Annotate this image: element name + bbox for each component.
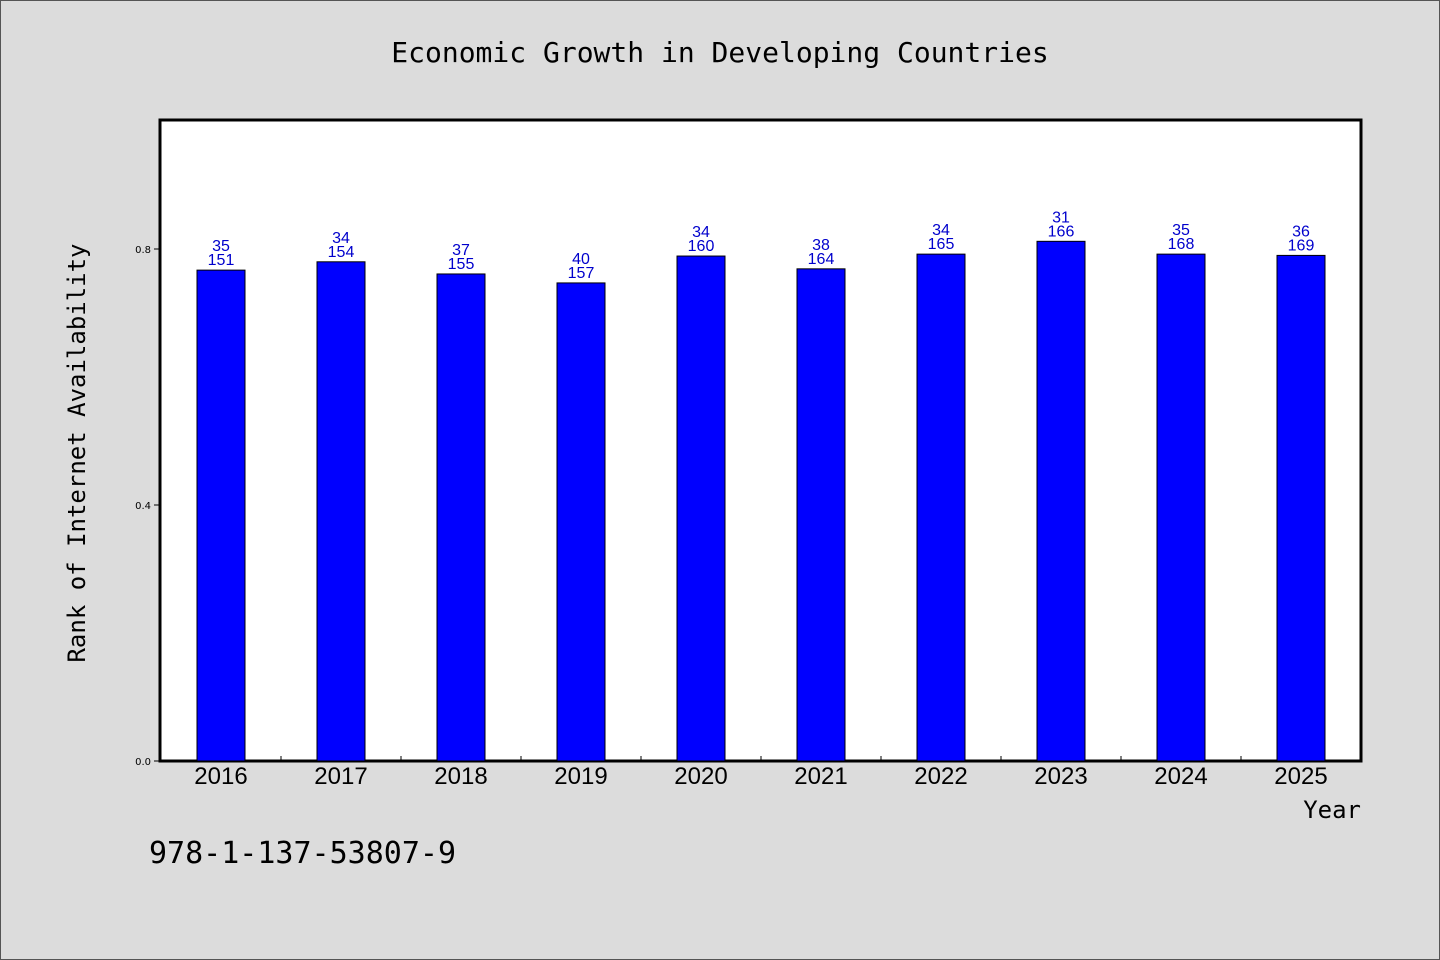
chart-title: Economic Growth in Developing Countries — [391, 36, 1048, 69]
data-label-bottom-2019: 157 — [568, 265, 595, 282]
isbn-footnote: 978-1-137-53807-9 — [149, 836, 456, 871]
x-tick-label-2019: 2019 — [554, 763, 607, 790]
data-label-bottom-2023: 166 — [1048, 223, 1075, 240]
data-label-top-2017: 34 — [332, 230, 350, 247]
x-tick-label-2016: 2016 — [194, 763, 247, 790]
data-label-top-2025: 36 — [1292, 223, 1310, 240]
bar-2019 — [556, 282, 606, 762]
bars-group — [196, 240, 1326, 762]
data-label-top-2021: 38 — [812, 237, 830, 254]
x-tick-label-2022: 2022 — [914, 763, 967, 790]
x-axis-label: Year — [1303, 796, 1361, 824]
x-tick-label-2021: 2021 — [794, 763, 847, 790]
y-tick-label-0.0: 0.0 — [135, 757, 151, 768]
x-tick-label-2023: 2023 — [1034, 763, 1087, 790]
y-axis-label: Rank of Internet Availability — [63, 243, 91, 662]
data-label-top-2019: 40 — [572, 251, 590, 268]
bar-2021 — [796, 268, 846, 762]
data-label-top-2018: 37 — [452, 242, 470, 259]
x-tick-label-2020: 2020 — [674, 763, 727, 790]
data-label-bottom-2020: 160 — [688, 238, 715, 255]
data-label-top-2016: 35 — [212, 238, 230, 255]
data-label-top-2024: 35 — [1172, 222, 1190, 239]
data-label-bottom-2018: 155 — [448, 256, 475, 273]
bar-2023 — [1036, 240, 1086, 762]
x-tick-label-2018: 2018 — [434, 763, 487, 790]
y-tick-label-0.8: 0.8 — [135, 245, 151, 256]
data-label-top-2023: 31 — [1052, 209, 1070, 226]
data-label-bottom-2024: 168 — [1168, 236, 1195, 253]
data-label-top-2022: 34 — [932, 222, 950, 239]
data-label-bottom-2022: 165 — [928, 236, 955, 253]
bar-2017 — [316, 261, 366, 762]
bar-2018 — [436, 273, 486, 762]
bar-2020 — [676, 255, 726, 762]
x-tick-label-2025: 2025 — [1274, 763, 1327, 790]
data-label-bottom-2021: 164 — [808, 251, 835, 268]
data-label-top-2020: 34 — [692, 224, 710, 241]
data-label-bottom-2016: 151 — [208, 252, 235, 269]
bar-2022 — [916, 253, 966, 762]
x-tick-label-2017: 2017 — [314, 763, 367, 790]
y-tick-label-0.4: 0.4 — [135, 501, 151, 512]
data-label-bottom-2025: 169 — [1288, 237, 1315, 254]
data-label-bottom-2017: 154 — [328, 244, 355, 261]
x-tick-label-2024: 2024 — [1154, 763, 1207, 790]
y-axis-ticks: 0.0 0.4 0.8 — [135, 245, 161, 768]
bar-2025 — [1276, 254, 1326, 762]
bar-2016 — [196, 269, 246, 762]
x-axis-ticks: 2016 2017 2018 2019 2020 2021 2022 2023 2024 2025 — [194, 756, 1328, 790]
bar-2024 — [1156, 253, 1206, 762]
